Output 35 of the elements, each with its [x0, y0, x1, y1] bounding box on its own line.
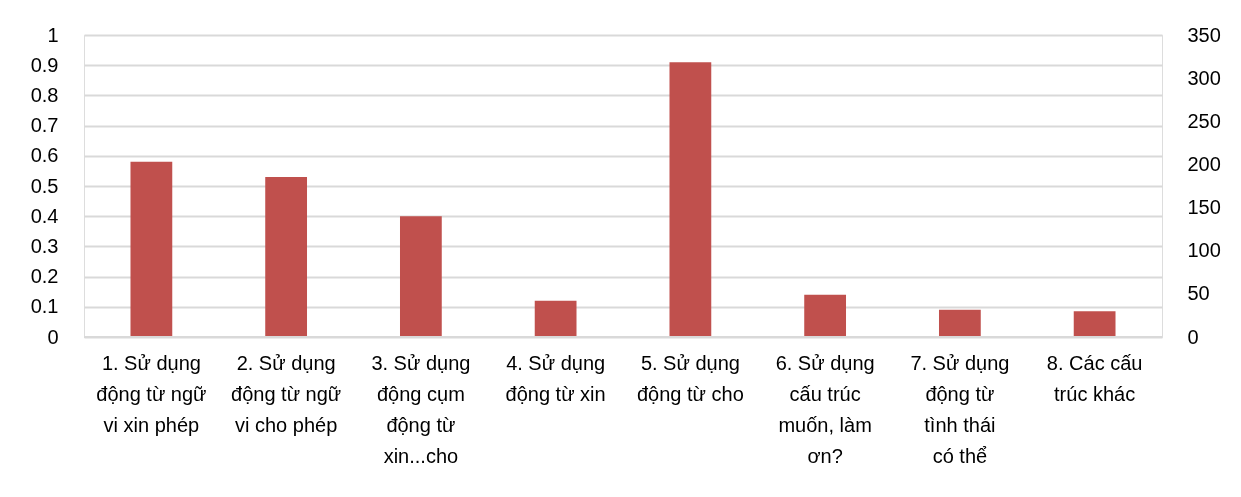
y2-tick-label: 250: [1187, 109, 1221, 132]
x-tick-label: 4. Sử dụng động từ xin: [505, 351, 606, 405]
y-tick-label: 0.3: [30, 234, 59, 257]
bar: [938, 309, 981, 337]
x-tick-label: 3. Sử dụng động cụm động từ xin...cho: [371, 351, 471, 467]
x-tick-label: 1. Sử dụng động từ ngữ vi xin phép: [96, 351, 207, 436]
y-tick-label: 0.5: [30, 174, 59, 197]
x-tick-label: 8. Các cấu trúc khác: [1046, 351, 1143, 405]
x-tick-label: 2. Sử dụng động từ ngữ vi cho phép: [231, 351, 342, 436]
y-tick-label: 0.1: [30, 295, 59, 318]
y2-tick-label: 100: [1187, 239, 1221, 262]
y-tick-label: 0.8: [30, 83, 59, 106]
y-tick-label: 0.9: [30, 53, 59, 76]
bar: [130, 161, 173, 337]
y2-tick-label: 300: [1187, 66, 1221, 89]
x-tick-label: 5. Sử dụng động từ cho: [636, 351, 744, 405]
y2-tick-label: 150: [1187, 196, 1221, 219]
bar: [804, 294, 847, 337]
y2-tick-label: 200: [1187, 152, 1221, 175]
bar: [399, 216, 442, 337]
bar: [669, 62, 712, 337]
x-tick-label: 6. Sử dụng cấu trúc muốn, làm ơn?: [775, 351, 875, 467]
x-tick-label: 7. Sử dụng động từ tình thái có thể: [910, 351, 1010, 467]
y2-tick-label: 0: [1187, 325, 1199, 348]
bar: [534, 300, 577, 337]
y-tick-label: 0: [47, 325, 59, 348]
y-tick-label: 0.2: [30, 265, 59, 288]
bar: [265, 176, 308, 337]
y2-tick-label: 50: [1187, 282, 1210, 305]
y2-tick-label: 350: [1187, 23, 1221, 46]
y-tick-label: 0.7: [30, 114, 59, 137]
y-tick-label: 0.6: [30, 144, 59, 167]
y-tick-label: 1: [47, 23, 59, 46]
bar: [1073, 311, 1116, 337]
y-tick-label: 0.4: [30, 204, 59, 227]
